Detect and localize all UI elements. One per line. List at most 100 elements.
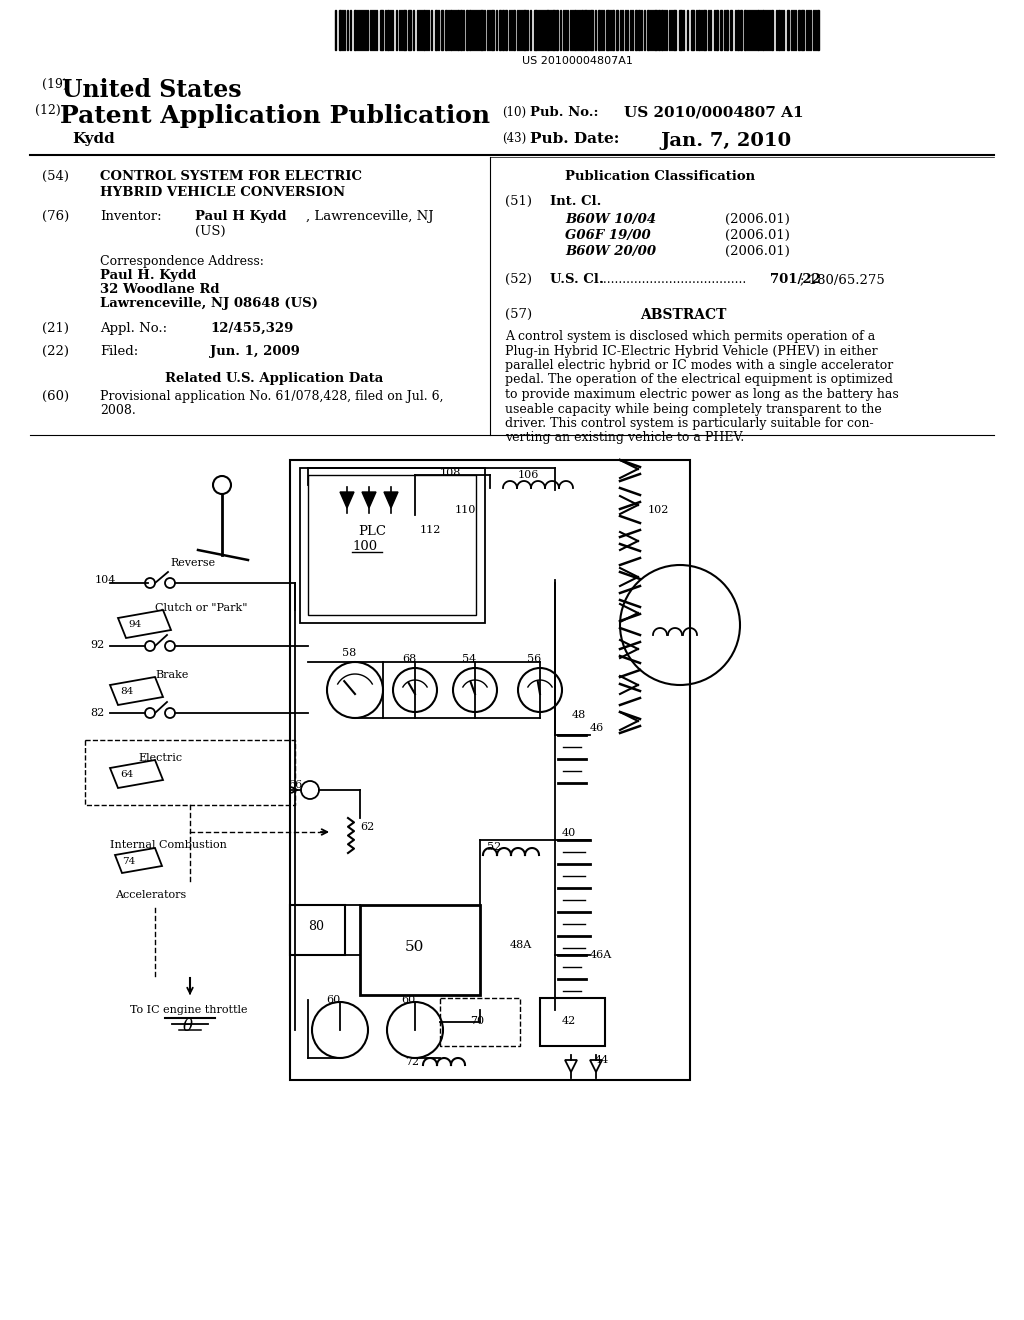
- Text: 12/455,329: 12/455,329: [210, 322, 293, 335]
- Bar: [441, 11, 443, 50]
- Bar: [817, 11, 819, 50]
- Text: Pub. No.:: Pub. No.:: [530, 106, 598, 119]
- Text: Int. Cl.: Int. Cl.: [550, 195, 601, 209]
- Text: 60: 60: [326, 995, 340, 1005]
- Text: 100: 100: [352, 540, 377, 553]
- Text: Related U.S. Application Data: Related U.S. Application Data: [165, 372, 383, 385]
- Text: Internal Combustion: Internal Combustion: [110, 840, 227, 850]
- Text: (60): (60): [42, 389, 70, 403]
- Bar: [703, 11, 706, 50]
- Bar: [801, 11, 804, 50]
- Bar: [360, 906, 480, 995]
- Bar: [354, 11, 356, 50]
- Bar: [300, 469, 485, 623]
- Bar: [638, 11, 640, 50]
- Bar: [435, 11, 437, 50]
- Text: 58: 58: [342, 648, 356, 657]
- Bar: [662, 11, 663, 50]
- Bar: [737, 11, 739, 50]
- Bar: [540, 998, 605, 1045]
- Text: verting an existing vehicle to a PHEV.: verting an existing vehicle to a PHEV.: [505, 432, 744, 445]
- Bar: [556, 11, 558, 50]
- Text: 44: 44: [595, 1055, 609, 1065]
- Text: 94: 94: [128, 620, 141, 630]
- Text: (21): (21): [42, 322, 69, 335]
- Bar: [450, 11, 452, 50]
- Bar: [380, 11, 383, 50]
- Bar: [612, 11, 614, 50]
- Text: To IC engine throttle: To IC engine throttle: [130, 1005, 248, 1015]
- Bar: [787, 11, 790, 50]
- Text: 104: 104: [95, 576, 117, 585]
- Text: Jun. 1, 2009: Jun. 1, 2009: [210, 345, 300, 358]
- Text: Jan. 7, 2010: Jan. 7, 2010: [660, 132, 792, 150]
- Text: A control system is disclosed which permits operation of a: A control system is disclosed which perm…: [505, 330, 876, 343]
- Text: 32 Woodlane Rd: 32 Woodlane Rd: [100, 282, 219, 296]
- Bar: [698, 11, 700, 50]
- Text: 72: 72: [406, 1057, 419, 1067]
- Text: (2006.01): (2006.01): [725, 228, 790, 242]
- Bar: [635, 11, 637, 50]
- Bar: [466, 11, 468, 50]
- Bar: [778, 11, 780, 50]
- Bar: [658, 11, 660, 50]
- Bar: [720, 11, 722, 50]
- Text: 50: 50: [406, 940, 424, 954]
- Text: 2008.: 2008.: [100, 404, 136, 417]
- Text: Inventor:: Inventor:: [100, 210, 162, 223]
- Polygon shape: [384, 492, 398, 508]
- Text: Publication Classification: Publication Classification: [565, 170, 755, 183]
- Bar: [673, 11, 676, 50]
- Text: 48A: 48A: [510, 940, 532, 950]
- Text: Provisional application No. 61/078,428, filed on Jul. 6,: Provisional application No. 61/078,428, …: [100, 389, 443, 403]
- Text: 80: 80: [308, 920, 324, 933]
- Text: , Lawrenceville, NJ: , Lawrenceville, NJ: [306, 210, 433, 223]
- Text: 74: 74: [122, 857, 135, 866]
- Bar: [534, 11, 537, 50]
- Bar: [339, 11, 341, 50]
- Text: ......................................: ......................................: [600, 273, 748, 286]
- Text: parallel electric hybrid or IC modes with a single accelerator: parallel electric hybrid or IC modes wit…: [505, 359, 893, 372]
- Bar: [730, 11, 732, 50]
- Text: 48: 48: [572, 710, 587, 719]
- Bar: [387, 11, 389, 50]
- Text: 102: 102: [648, 506, 670, 515]
- Bar: [552, 11, 555, 50]
- Text: US 20100004807A1: US 20100004807A1: [521, 55, 633, 66]
- Text: (12): (12): [35, 104, 60, 117]
- Text: United States: United States: [62, 78, 242, 102]
- Text: (52): (52): [505, 273, 532, 286]
- Text: 46: 46: [590, 723, 604, 733]
- Bar: [716, 11, 718, 50]
- Polygon shape: [340, 492, 354, 508]
- Text: B60W 20/00: B60W 20/00: [565, 246, 656, 257]
- Text: Plug-in Hybrid IC-Electric Hybrid Vehicle (PHEV) in either: Plug-in Hybrid IC-Electric Hybrid Vehicl…: [505, 345, 878, 358]
- Text: 60: 60: [401, 995, 416, 1005]
- Bar: [798, 11, 800, 50]
- Bar: [546, 11, 549, 50]
- Text: (43): (43): [502, 132, 526, 145]
- Text: 54: 54: [462, 653, 476, 664]
- Text: G06F 19/00: G06F 19/00: [565, 228, 650, 242]
- Text: Filed:: Filed:: [100, 345, 138, 358]
- Text: 62: 62: [360, 822, 374, 832]
- Text: pedal. The operation of the electrical equipment is optimized: pedal. The operation of the electrical e…: [505, 374, 893, 387]
- Bar: [85, 741, 295, 805]
- Bar: [740, 11, 742, 50]
- Bar: [502, 11, 504, 50]
- Text: Paul H Kydd: Paul H Kydd: [195, 210, 287, 223]
- Text: to provide maximum electric power as long as the battery has: to provide maximum electric power as lon…: [505, 388, 899, 401]
- Bar: [445, 11, 447, 50]
- Text: 70: 70: [470, 1016, 484, 1026]
- Text: driver. This control system is particularly suitable for con-: driver. This control system is particula…: [505, 417, 873, 430]
- Text: 110: 110: [455, 506, 476, 515]
- Text: 92: 92: [90, 640, 104, 649]
- Bar: [480, 11, 483, 50]
- Bar: [523, 11, 526, 50]
- Text: 40: 40: [562, 828, 577, 838]
- Bar: [581, 11, 583, 50]
- Bar: [469, 11, 471, 50]
- Text: 68: 68: [401, 653, 416, 664]
- Text: 46A: 46A: [590, 950, 612, 960]
- Text: 108: 108: [440, 469, 462, 478]
